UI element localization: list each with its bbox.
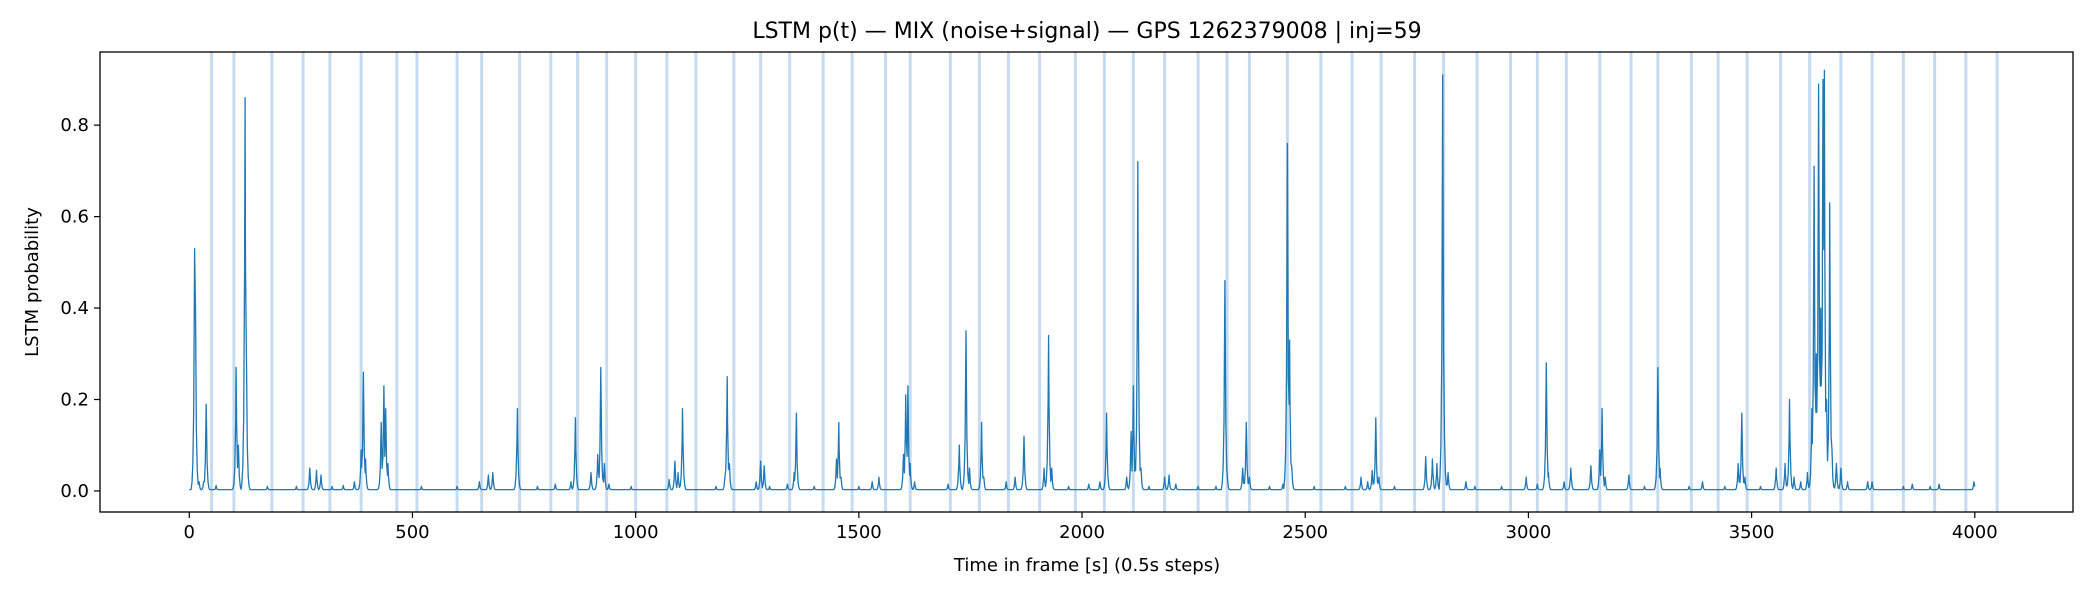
x-tick-label: 0 (184, 522, 195, 543)
y-axis: 0.0 0.2 0.4 0.6 0.8 (60, 115, 100, 502)
x-tick-label: 2000 (1059, 522, 1105, 543)
y-tick-label: 0.0 (60, 481, 89, 502)
y-tick-label: 0.2 (60, 390, 89, 411)
series-line (189, 69, 1976, 491)
x-tick-label: 2500 (1282, 522, 1328, 543)
y-axis-label: LSTM probability (22, 207, 43, 357)
y-tick-label: 0.6 (60, 207, 89, 228)
x-axis: 0 500 1000 1500 2000 2500 3000 3500 4000 (184, 512, 1998, 543)
plot-area (99, 51, 2074, 513)
injection-markers (210, 52, 1999, 512)
x-tick-label: 1000 (613, 522, 659, 543)
y-tick-label: 0.8 (60, 115, 89, 136)
x-tick-label: 500 (395, 522, 429, 543)
x-tick-label: 3500 (1729, 522, 1775, 543)
plot-frame (99, 51, 2074, 513)
chart-title: LSTM p(t) — MIX (noise+signal) — GPS 126… (752, 19, 1421, 44)
x-tick-label: 4000 (1952, 522, 1998, 543)
x-tick-label: 1500 (836, 522, 882, 543)
x-axis-label: Time in frame [s] (0.5s steps) (953, 555, 1220, 576)
x-tick-label: 3000 (1506, 522, 1552, 543)
series-layer (189, 69, 1976, 491)
y-tick-label: 0.4 (60, 298, 89, 319)
